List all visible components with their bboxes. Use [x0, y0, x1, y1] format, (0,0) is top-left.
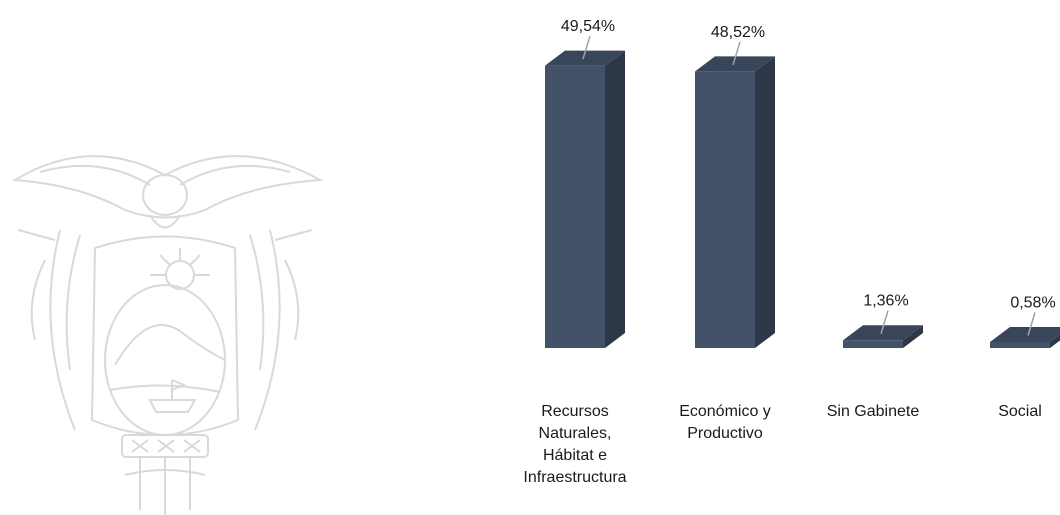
bar-side-2: [903, 325, 923, 348]
value-label-0: 49,54%: [561, 18, 615, 35]
bar-top-3: [990, 327, 1060, 342]
callout-line-3: [1027, 312, 1036, 336]
category-label-1-line-0: Económico y: [679, 403, 771, 420]
value-label-3: 0,58%: [1010, 295, 1055, 312]
callouts-group: [582, 35, 1036, 336]
category-label-3-line-0: Social: [998, 403, 1042, 420]
bar-side-3: [1050, 334, 1060, 348]
value-labels-group: 49,54% 48,52% 1,36% 0,58%: [561, 18, 1056, 311]
bar-side-1: [755, 56, 775, 348]
value-label-1: 48,52%: [711, 24, 765, 41]
bar-2: [843, 340, 903, 348]
bar-3: [990, 342, 1050, 348]
bar-side-0: [605, 50, 625, 348]
callout-line-0: [582, 35, 591, 60]
category-label-0-line-2: Hábitat e: [543, 447, 607, 464]
category-label-0-line-1: Naturales,: [539, 425, 612, 442]
category-label-2-line-0: Sin Gabinete: [827, 403, 920, 420]
callout-line-2: [880, 310, 889, 334]
category-label-0-line-3: Infraestructura: [523, 469, 626, 486]
bar-top-2: [843, 325, 923, 341]
bar-0: [545, 65, 605, 348]
category-label-0-line-0: Recursos: [541, 403, 609, 420]
bars-group: [545, 50, 1060, 348]
value-label-2: 1,36%: [863, 293, 908, 310]
bar-1: [695, 71, 755, 348]
category-labels-group: Recursos Naturales, Hábitat e Infraestructu…: [523, 403, 1041, 486]
bar-top-0: [545, 50, 625, 66]
bar-top-1: [695, 56, 775, 72]
category-label-1-line-1: Productivo: [687, 425, 763, 442]
coat-of-arms-icon: [11, 155, 324, 515]
callout-line-1: [732, 41, 741, 66]
